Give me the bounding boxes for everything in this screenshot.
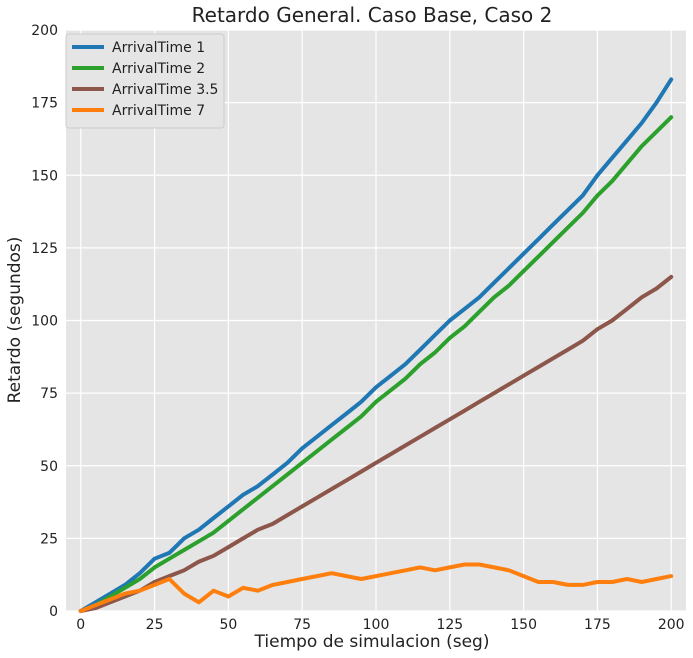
legend-label: ArrivalTime 1 xyxy=(112,40,205,56)
x-tick-label: 75 xyxy=(293,617,311,633)
series-lines xyxy=(78,77,674,613)
legend-label: ArrivalTime 2 xyxy=(112,61,205,77)
x-tick-label: 0 xyxy=(76,617,85,633)
y-tick-label: 200 xyxy=(31,23,58,39)
x-axis-title: Tiempo de simulacion (seg) xyxy=(254,632,490,652)
y-tick-label: 175 xyxy=(31,96,58,112)
y-tick-label: 50 xyxy=(40,459,58,475)
y-tick-label: 100 xyxy=(31,314,58,330)
series-line-3 xyxy=(78,274,674,613)
legend: ArrivalTime 1 ArrivalTime 2 ArrivalTime 3.… xyxy=(65,33,225,129)
x-tick-label: 100 xyxy=(363,617,390,633)
chart-title: Retardo General. Caso Base, Caso 2 xyxy=(192,3,553,27)
y-tick-label: 150 xyxy=(31,168,58,184)
y-axis-title: Retardo (segundos) xyxy=(5,237,25,404)
legend-box xyxy=(65,33,225,129)
x-tick-label: 25 xyxy=(146,617,164,633)
gridlines xyxy=(66,29,686,612)
legend-label: ArrivalTime 7 xyxy=(112,103,205,119)
series-line-4 xyxy=(78,562,674,613)
x-tick-label: 175 xyxy=(584,617,611,633)
y-tick-labels: 0 25 50 75 100 125 150 175 200 xyxy=(31,23,58,620)
x-tick-labels: 0 25 50 75 100 125 150 175 200 xyxy=(76,617,684,633)
series-line-1 xyxy=(78,77,674,613)
y-tick-label: 0 xyxy=(49,604,58,620)
x-tick-label: 50 xyxy=(219,617,237,633)
y-tick-label: 25 xyxy=(40,531,58,547)
y-tick-label: 125 xyxy=(31,241,58,257)
series-line-2 xyxy=(78,115,674,613)
y-tick-label: 75 xyxy=(40,386,58,402)
legend-label: ArrivalTime 3.5 xyxy=(112,82,218,98)
x-tick-label: 125 xyxy=(436,617,463,633)
x-tick-label: 150 xyxy=(510,617,537,633)
x-tick-label: 200 xyxy=(658,617,685,633)
